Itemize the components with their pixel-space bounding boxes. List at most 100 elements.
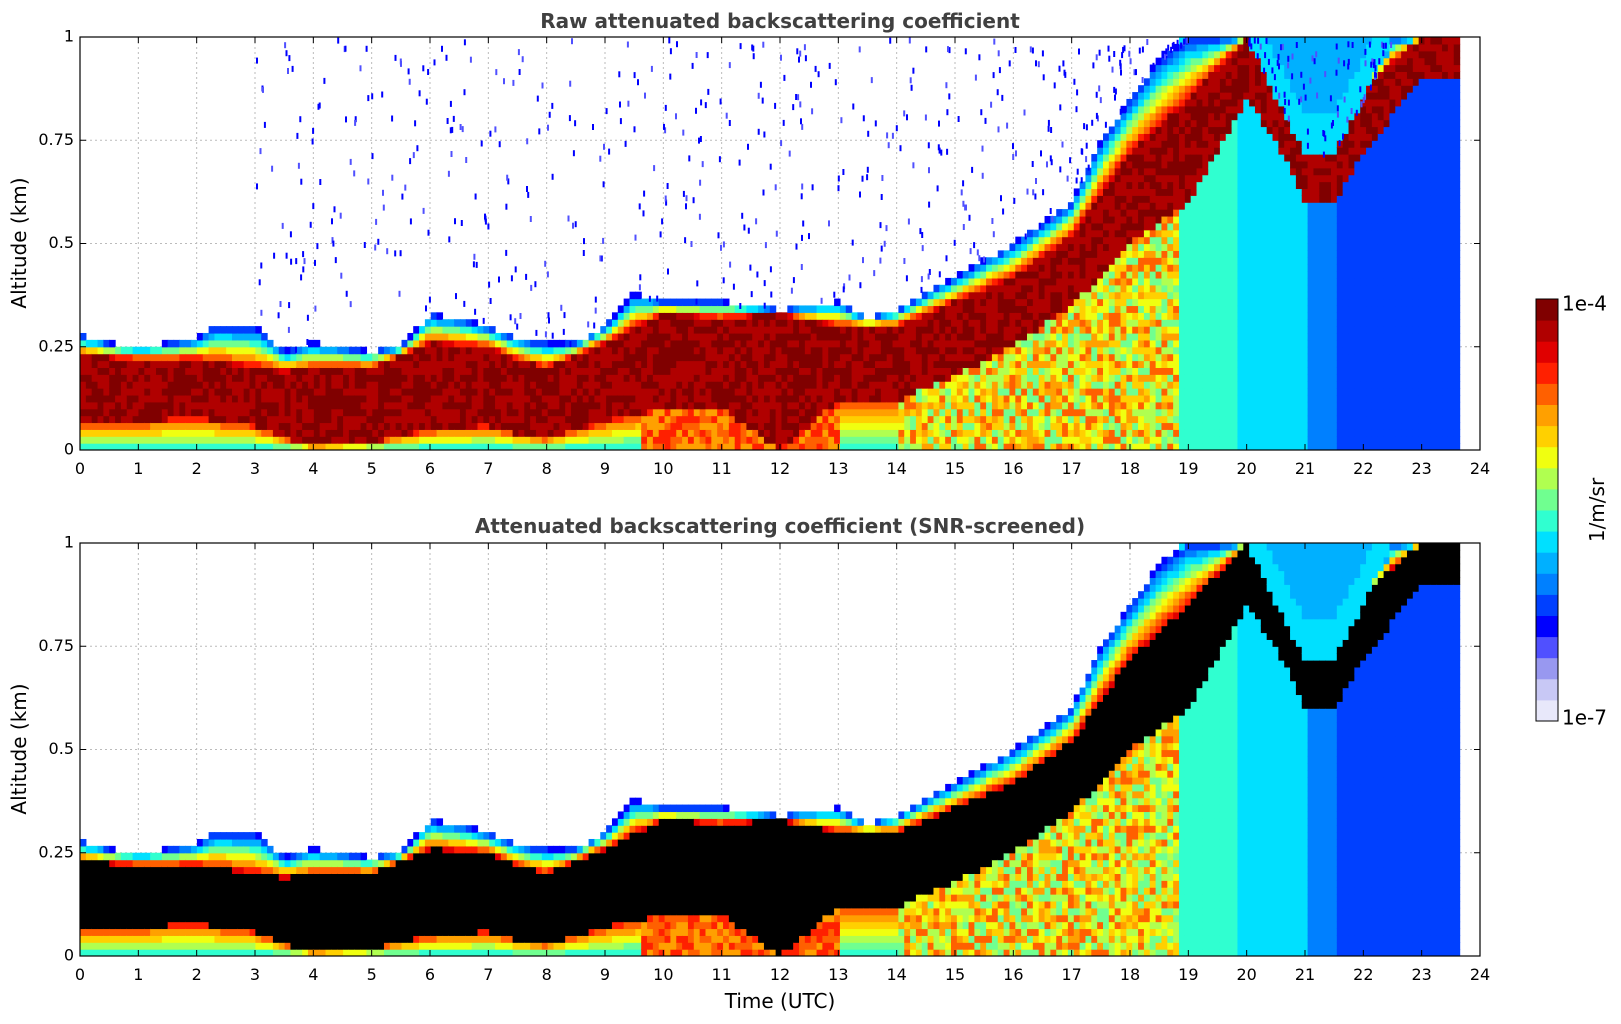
- heatmap-cell: [939, 367, 945, 374]
- heatmap-cell: [963, 374, 969, 381]
- heatmap-cell: [261, 340, 267, 347]
- heatmap-cell: [209, 333, 215, 340]
- heatmap-cell: [770, 340, 776, 347]
- heatmap-cell: [1109, 347, 1115, 354]
- heatmap-cell: [1004, 416, 1010, 423]
- heatmap-cell: [1091, 195, 1097, 202]
- heatmap-cell: [1150, 381, 1156, 388]
- heatmap-cell: [606, 436, 612, 443]
- heatmap-cell: [1173, 347, 1179, 354]
- heatmap-cell: [1068, 416, 1074, 423]
- heatmap-cell: [279, 381, 285, 388]
- heatmap-cell: [998, 402, 1004, 409]
- heatmap-cell: [612, 416, 618, 423]
- heatmap-cell: [723, 319, 729, 326]
- heatmap-cell: [507, 340, 513, 347]
- heatmap-cell: [635, 374, 641, 381]
- heatmap-cell: [518, 395, 524, 402]
- heatmap-cell: [86, 374, 92, 381]
- heatmap-cell: [296, 361, 302, 368]
- heatmap-cell: [314, 361, 320, 368]
- heatmap-cell: [1179, 409, 1185, 416]
- heatmap-cell: [1220, 161, 1226, 168]
- heatmap-cell: [600, 429, 606, 436]
- heatmap-cell: [700, 305, 706, 312]
- heatmap-cell: [1115, 326, 1121, 333]
- heatmap-cell: [390, 361, 396, 368]
- heatmap-cell: [536, 381, 542, 388]
- heatmap-cell: [980, 381, 986, 388]
- heatmap-cell: [1015, 264, 1021, 271]
- heatmap-cell: [840, 381, 846, 388]
- heatmap-cell: [92, 340, 98, 347]
- heatmap-cell: [1045, 264, 1051, 271]
- heatmap-cell: [419, 388, 425, 395]
- heatmap-cell: [530, 388, 536, 395]
- heatmap-cell: [1202, 278, 1208, 285]
- heatmap-cell: [811, 388, 817, 395]
- heatmap-cell: [922, 299, 928, 306]
- heatmap-cell: [290, 395, 296, 402]
- heatmap-cell: [1144, 278, 1150, 285]
- heatmap-cell: [717, 422, 723, 429]
- heatmap-cell: [1009, 271, 1015, 278]
- heatmap-cell: [226, 422, 232, 429]
- heatmap-cell: [331, 347, 337, 354]
- heatmap-cell: [1197, 78, 1203, 85]
- heatmap-cell: [518, 347, 524, 354]
- heatmap-cell: [1004, 361, 1010, 368]
- heatmap-cell: [635, 347, 641, 354]
- heatmap-cell: [1220, 374, 1226, 381]
- heatmap-cell: [1161, 175, 1167, 182]
- heatmap-cell: [1237, 402, 1243, 409]
- heatmap-cell: [776, 374, 782, 381]
- heatmap-cell: [1237, 99, 1243, 106]
- heatmap-cell: [857, 416, 863, 423]
- heatmap-cell: [1144, 354, 1150, 361]
- heatmap-cell: [998, 257, 1004, 264]
- heatmap-cell: [1045, 257, 1051, 264]
- heatmap-cell: [846, 374, 852, 381]
- heatmap-cell: [290, 422, 296, 429]
- heatmap-cell: [1232, 140, 1238, 147]
- heatmap-cell: [1226, 299, 1232, 306]
- heatmap-cell: [191, 361, 197, 368]
- heatmap-cell: [1033, 299, 1039, 306]
- heatmap-cell: [1045, 374, 1051, 381]
- heatmap-cell: [746, 388, 752, 395]
- heatmap-cell: [1173, 326, 1179, 333]
- heatmap-cell: [1097, 312, 1103, 319]
- heatmap-cell: [933, 402, 939, 409]
- heatmap-cell: [764, 333, 770, 340]
- heatmap-cell: [992, 367, 998, 374]
- heatmap-cell: [910, 388, 916, 395]
- heatmap-cell: [495, 361, 501, 368]
- heatmap-cell: [191, 402, 197, 409]
- heatmap-cell: [1220, 326, 1226, 333]
- heatmap-cell: [1173, 292, 1179, 299]
- heatmap-cell: [735, 354, 741, 361]
- heatmap-cell: [1232, 237, 1238, 244]
- heatmap-cell: [834, 422, 840, 429]
- heatmap-cell: [1220, 388, 1226, 395]
- heatmap-cell: [501, 388, 507, 395]
- heatmap-cell: [1115, 361, 1121, 368]
- heatmap-cell: [711, 374, 717, 381]
- heatmap-cell: [1068, 209, 1074, 216]
- heatmap-cell: [1015, 347, 1021, 354]
- heatmap-cell: [682, 381, 688, 388]
- heatmap-cell: [565, 429, 571, 436]
- heatmap-cell: [144, 347, 150, 354]
- heatmap-cell: [922, 367, 928, 374]
- heatmap-cell: [518, 402, 524, 409]
- heatmap-cell: [1185, 237, 1191, 244]
- heatmap-cell: [1033, 237, 1039, 244]
- heatmap-cell: [1202, 299, 1208, 306]
- heatmap-cell: [1121, 244, 1127, 251]
- heatmap-cell: [1237, 230, 1243, 237]
- heatmap-cell: [366, 416, 372, 423]
- heatmap-cell: [933, 409, 939, 416]
- heatmap-cell: [1237, 202, 1243, 209]
- heatmap-cell: [828, 340, 834, 347]
- heatmap-cell: [1191, 374, 1197, 381]
